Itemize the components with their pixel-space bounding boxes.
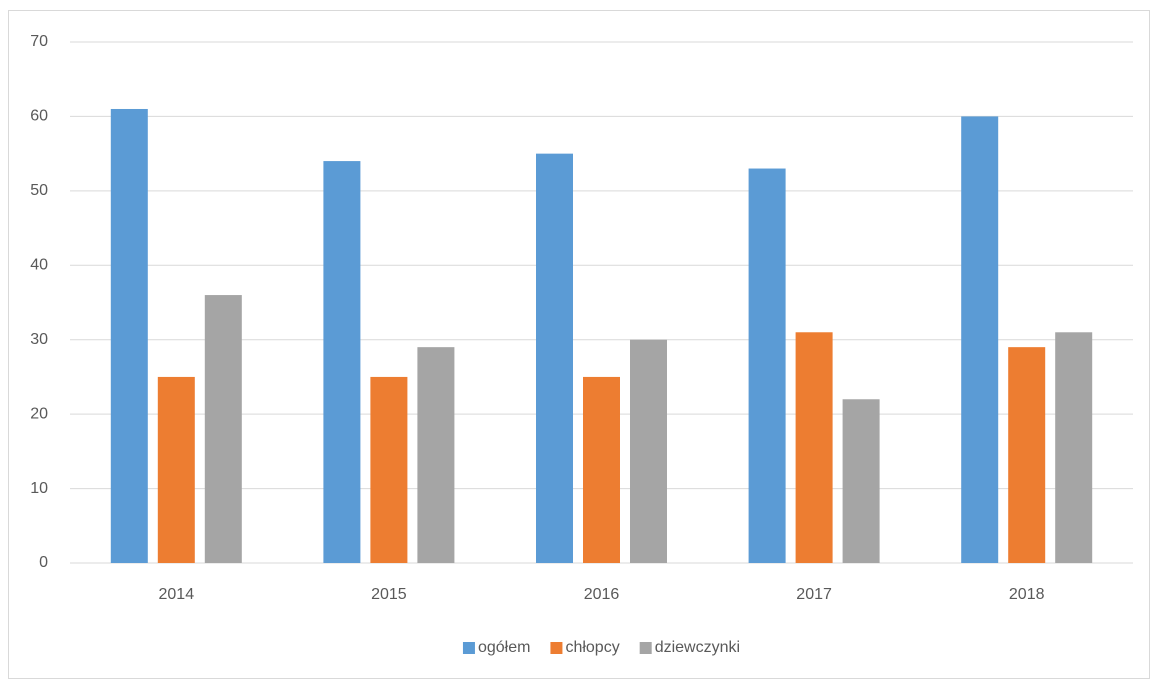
bar — [157, 376, 195, 563]
x-tick-label: 2016 — [584, 586, 620, 603]
y-tick-label: 0 — [39, 554, 48, 571]
bar — [583, 376, 620, 563]
bar — [110, 108, 148, 563]
bar — [536, 153, 573, 563]
x-tick-label: 2014 — [159, 586, 195, 603]
y-tick-label: 50 — [30, 182, 48, 199]
legend-swatch — [550, 642, 563, 654]
bar — [1008, 347, 1046, 563]
bar — [417, 347, 455, 563]
bar — [961, 116, 999, 563]
bar — [204, 295, 242, 563]
bar — [323, 161, 361, 564]
legend-swatch — [462, 642, 475, 654]
y-tick-label: 70 — [30, 33, 48, 50]
legend-swatch — [639, 642, 652, 654]
bar — [1055, 332, 1093, 563]
y-tick-label: 40 — [30, 257, 48, 274]
bar — [842, 399, 880, 563]
x-tick-label: 2015 — [371, 586, 407, 603]
chart-frame — [8, 10, 1150, 679]
y-tick-label: 30 — [30, 331, 48, 348]
x-tick-label: 2018 — [1009, 586, 1045, 603]
x-tick-label: 2017 — [796, 586, 832, 603]
legend-label: ogółem — [478, 639, 530, 656]
bar — [795, 332, 833, 563]
y-tick-label: 60 — [30, 108, 48, 125]
legend-label: chłopcy — [565, 639, 619, 656]
y-tick-label: 20 — [30, 405, 48, 422]
bar — [748, 168, 786, 563]
y-tick-label: 10 — [30, 480, 48, 497]
legend-label: dziewczynki — [655, 639, 740, 656]
bar — [370, 376, 408, 563]
bar — [630, 339, 667, 563]
